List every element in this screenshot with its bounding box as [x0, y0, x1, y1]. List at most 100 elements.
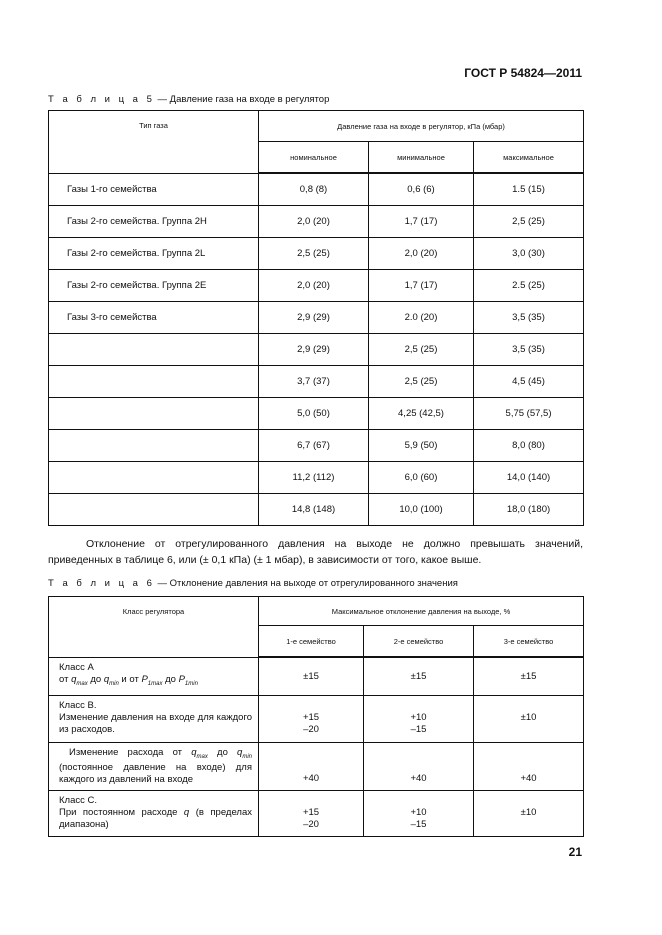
nominal-cell: 2,9 (29)	[258, 333, 369, 366]
table6-caption: Т а б л и ц а 6 — Отклонение давления на…	[48, 578, 458, 589]
table-5: Тип газа Давление газа на входе в регуля…	[48, 110, 585, 526]
nominal-cell: 3,7 (37)	[258, 365, 369, 398]
gas-type-cell: Газы 2-го семейства. Группа 2H	[48, 205, 259, 238]
class-a-cell: Класс А от qmax до qmin и от P1max до P1…	[48, 656, 259, 696]
table-row: Газы 2-го семейства. Группа 2H 2,0 (20) 1,…	[48, 205, 585, 238]
table5-label: Т а б л и ц а 5	[48, 94, 155, 105]
class-b-text: Изменение давления на входе для каждого …	[59, 711, 252, 735]
header-family-3: 3-е семейство	[472, 625, 585, 658]
maximal-cell: 8,0 (80)	[472, 429, 585, 462]
table-row: Газы 3-го семейства 2,9 (29) 2.0 (20) 3,5 (…	[48, 301, 585, 334]
minimal-cell: 5,9 (50)	[368, 429, 474, 462]
class-a-text: от qmax до qmin и от P1max до P1min	[59, 673, 198, 687]
nominal-cell: 2,0 (20)	[258, 269, 369, 302]
table-row: 3,7 (37) 2,5 (25) 4,5 (45)	[48, 365, 585, 398]
maximal-cell: 3,5 (35)	[472, 301, 585, 334]
table-row-class-a: Класс А от qmax до qmin и от P1max до P1…	[48, 656, 585, 696]
nominal-cell: 2,5 (25)	[258, 237, 369, 270]
nominal-cell: 14,8 (148)	[258, 493, 369, 526]
nominal-cell: 2,9 (29)	[258, 301, 369, 334]
class-a-family-1: ±15	[258, 656, 364, 696]
minimal-cell: 2,0 (20)	[368, 237, 474, 270]
flow-change-family-1: +40	[258, 741, 364, 792]
class-c-family-1: +15 –20	[258, 790, 364, 838]
page-number: 21	[568, 845, 582, 859]
maximal-cell: 3,5 (35)	[472, 333, 585, 366]
header-family-1: 1-е семейство	[258, 625, 364, 658]
header-nominal: номинальное	[258, 141, 369, 174]
gas-type-cell	[48, 429, 259, 462]
table-row: 5,0 (50) 4,25 (42,5) 5,75 (57,5)	[48, 397, 585, 430]
flow-change-cell: Изменение расхода от qmax до qmin (посто…	[48, 741, 259, 792]
class-a-family-2: ±15	[363, 656, 474, 696]
minimal-cell: 4,25 (42,5)	[368, 397, 474, 430]
header-family-2: 2-е семейство	[363, 625, 474, 658]
header-gas-type: Тип газа	[48, 110, 259, 174]
maximal-cell: 18,0 (180)	[472, 493, 585, 526]
maximal-cell: 14,0 (140)	[472, 461, 585, 494]
minimal-cell: 2.0 (20)	[368, 301, 474, 334]
gas-type-cell: Газы 1-го семейства	[48, 172, 259, 206]
minimal-cell: 1,7 (17)	[368, 205, 474, 238]
table-6: Класс регулятора Максимальное отклонение…	[48, 596, 585, 838]
class-c-family-2: +10 –15	[363, 790, 474, 838]
table-row-class-c: Класс С. При постоянном расходе q (в пред…	[48, 790, 585, 838]
minimal-cell: 2,5 (25)	[368, 333, 474, 366]
class-b-title: Класс В.	[59, 699, 97, 711]
gas-type-cell	[48, 493, 259, 526]
table-row: 11,2 (112) 6,0 (60) 14,0 (140)	[48, 461, 585, 494]
gas-type-cell	[48, 461, 259, 494]
table6-title: — Отклонение давления на выходе от отрег…	[154, 578, 458, 589]
table-row: 2,9 (29) 2,5 (25) 3,5 (35)	[48, 333, 585, 366]
class-c-text: При постоянном расходе q (в пределах диа…	[59, 807, 252, 831]
class-a-family-3: ±15	[472, 656, 585, 696]
paragraph-text: Отклонение от отрегулированного давления…	[48, 538, 583, 566]
document-code: ГОСТ Р 54824—2011	[464, 66, 582, 80]
class-b-cell: Класс В. Изменение давления на входе для …	[48, 694, 259, 743]
maximal-cell: 2,5 (25)	[472, 205, 585, 238]
nominal-cell: 11,2 (112)	[258, 461, 369, 494]
class-a-title: Класс А	[59, 661, 94, 673]
maximal-cell: 4,5 (45)	[472, 365, 585, 398]
maximal-cell: 3,0 (30)	[472, 237, 585, 270]
maximal-cell: 5,75 (57,5)	[472, 397, 585, 430]
maximal-cell: 1.5 (15)	[472, 172, 585, 206]
flow-change-family-2: +40	[363, 741, 474, 792]
class-c-family-3: ±10	[472, 790, 585, 838]
class-b-family-3: ±10	[472, 694, 585, 743]
table6-label: Т а б л и ц а 6	[48, 578, 155, 589]
table-row: 14,8 (148) 10,0 (100) 18,0 (180)	[48, 493, 585, 526]
nominal-cell: 6,7 (67)	[258, 429, 369, 462]
gas-type-cell	[48, 333, 259, 366]
table5-caption: Т а б л и ц а 5 — Давление газа на входе…	[48, 94, 329, 105]
gas-type-cell: Газы 2-го семейства. Группа 2L	[48, 237, 259, 270]
table-row: Газы 2-го семейства. Группа 2E 2,0 (20) 1,…	[48, 269, 585, 302]
gas-type-cell	[48, 365, 259, 398]
table-row: 6,7 (67) 5,9 (50) 8,0 (80)	[48, 429, 585, 462]
flow-change-family-3: +40	[472, 741, 585, 792]
gas-type-cell	[48, 397, 259, 430]
nominal-cell: 5,0 (50)	[258, 397, 369, 430]
class-c-cell: Класс С. При постоянном расходе q (в пред…	[48, 790, 259, 838]
class-b-family-1: +15 –20	[258, 694, 364, 743]
nominal-cell: 2,0 (20)	[258, 205, 369, 238]
gas-type-cell: Газы 2-го семейства. Группа 2E	[48, 269, 259, 302]
header-maximal: максимальное	[472, 141, 585, 174]
minimal-cell: 2,5 (25)	[368, 365, 474, 398]
class-c-title: Класс С.	[59, 795, 97, 807]
minimal-cell: 1,7 (17)	[368, 269, 474, 302]
header-pressure: Давление газа на входе в регулятор, кПа …	[257, 110, 585, 142]
gas-type-cell: Газы 3-го семейства	[48, 301, 259, 334]
table-row-flow-change: Изменение расхода от qmax до qmin (посто…	[48, 741, 585, 792]
minimal-cell: 10,0 (100)	[368, 493, 474, 526]
maximal-cell: 2.5 (25)	[472, 269, 585, 302]
table-row: Газы 2-го семейства. Группа 2L 2,5 (25) 2,…	[48, 237, 585, 270]
table-row: Газы 1-го семейства 0,8 (8) 0,6 (6) 1.5 (15…	[48, 172, 585, 206]
class-b-family-2: +10 –15	[363, 694, 474, 743]
nominal-cell: 0,8 (8)	[258, 172, 369, 206]
table-row-class-b: Класс В. Изменение давления на входе для …	[48, 694, 585, 743]
body-paragraph: Отклонение от отрегулированного давления…	[48, 536, 583, 568]
minimal-cell: 0,6 (6)	[368, 172, 474, 206]
header-max-deviation: Максимальное отклонение давления на выхо…	[257, 596, 585, 626]
header-minimal: минимальное	[368, 141, 474, 174]
